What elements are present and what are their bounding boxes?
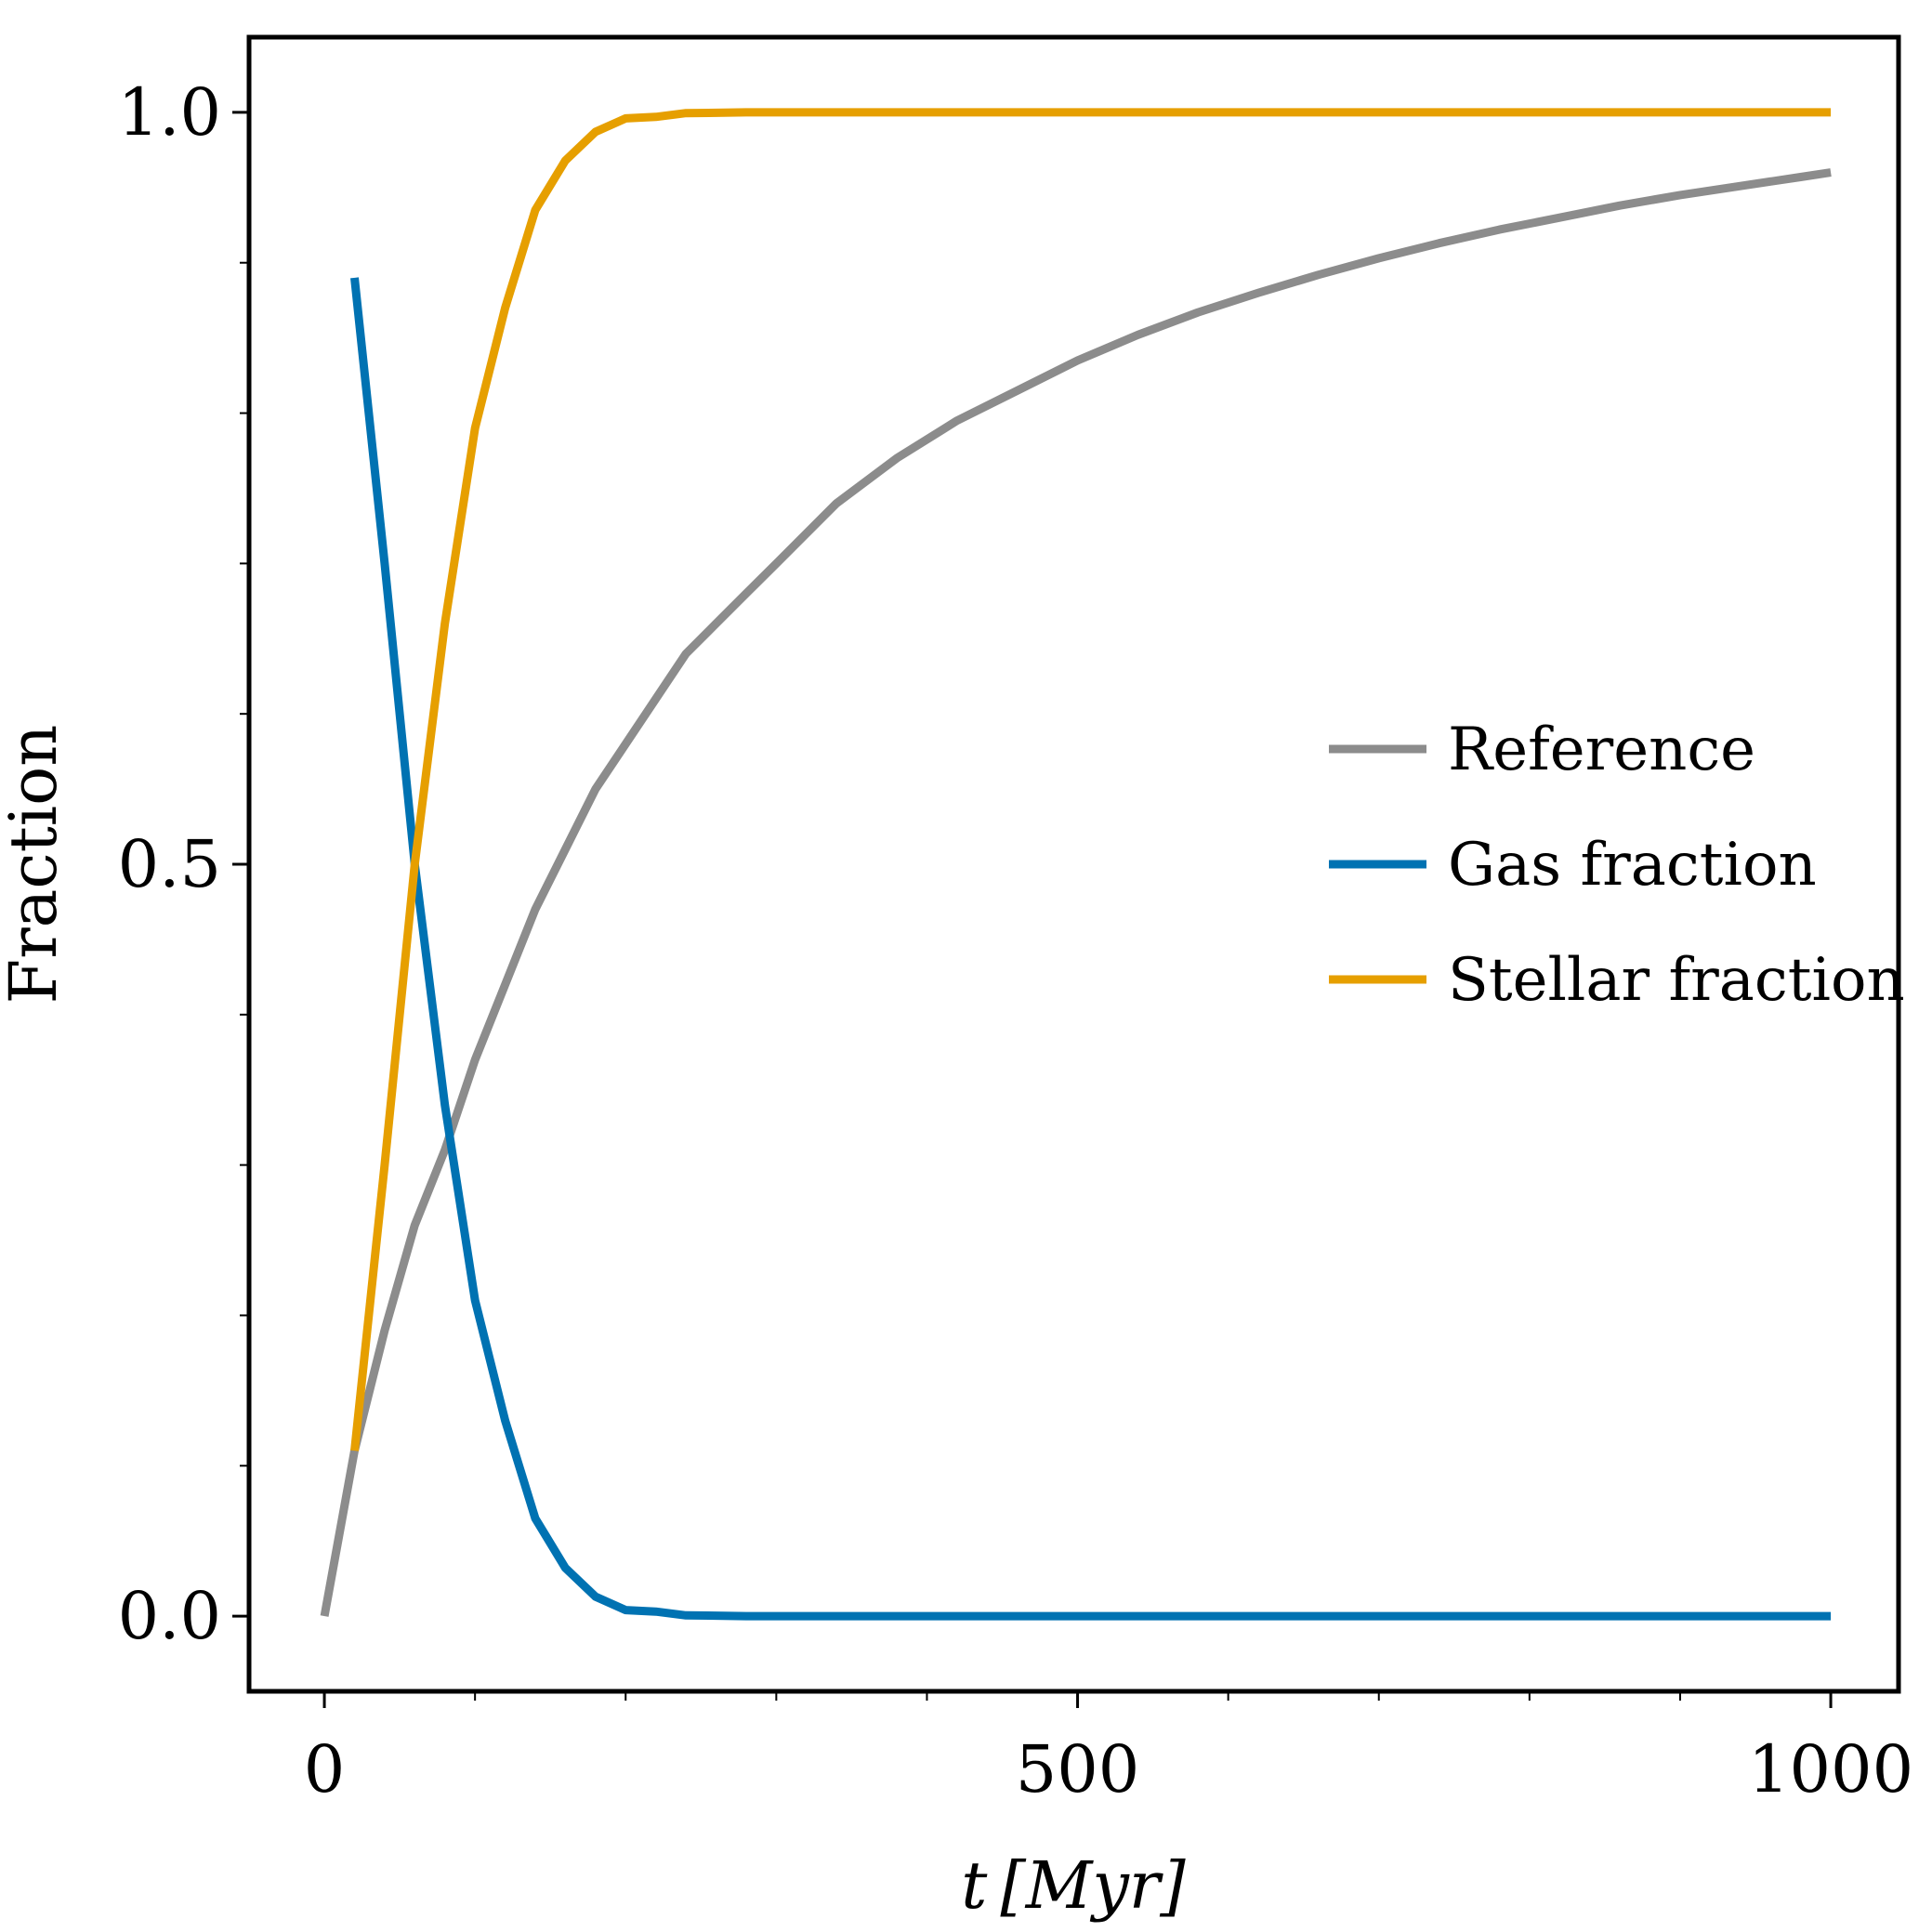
legend: Reference Gas fraction Stellar fraction (1329, 716, 1905, 1015)
x-tick-label: 500 (1016, 1731, 1140, 1807)
series-layer (320, 108, 1832, 1621)
series-line-1 (350, 277, 1832, 1621)
x-axis-label: t [Myr] (961, 1847, 1186, 1924)
x-tick-label: 1000 (1748, 1731, 1913, 1807)
y-tick-label: 1.0 (118, 74, 221, 151)
series-line-0 (320, 168, 1832, 1617)
legend-label-1: Gas fraction (1448, 831, 1817, 900)
legend-label-2: Stellar fraction (1448, 946, 1905, 1015)
y-tick-label: 0.0 (118, 1578, 221, 1654)
x-tick-label: 0 (304, 1731, 346, 1807)
y-tick-label: 0.5 (118, 826, 221, 902)
ticks-layer: 0 500 1000 0.0 0.5 1.0 (118, 74, 1913, 1807)
series-line-2 (350, 108, 1832, 1452)
y-axis-label: Fraction (0, 725, 72, 1005)
legend-label-0: Reference (1448, 716, 1755, 784)
